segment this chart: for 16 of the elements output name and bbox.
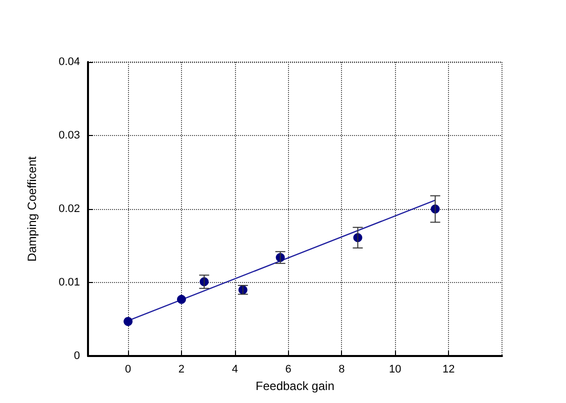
x-tick-label: 12 <box>442 364 455 376</box>
x-axis-title: Feedback gain <box>256 379 334 393</box>
point <box>124 316 133 326</box>
y-tick-label: 0 <box>74 350 80 362</box>
x-tick-label: 10 <box>389 364 402 376</box>
point <box>176 294 186 304</box>
y-axis-title: Damping Coefficent <box>25 156 39 262</box>
x-tick-label: 0 <box>125 364 132 376</box>
x-tick-label: 2 <box>178 364 185 376</box>
y-tick-label: 0.03 <box>58 130 80 142</box>
y-tick-label: 0.01 <box>58 276 80 288</box>
y-tick-label: 0.04 <box>58 56 80 68</box>
x-tick-label: 4 <box>232 364 238 376</box>
y-tick-label: 0.02 <box>58 203 80 215</box>
x-tick-label: 8 <box>338 364 345 376</box>
x-tick-label: 6 <box>285 364 292 376</box>
